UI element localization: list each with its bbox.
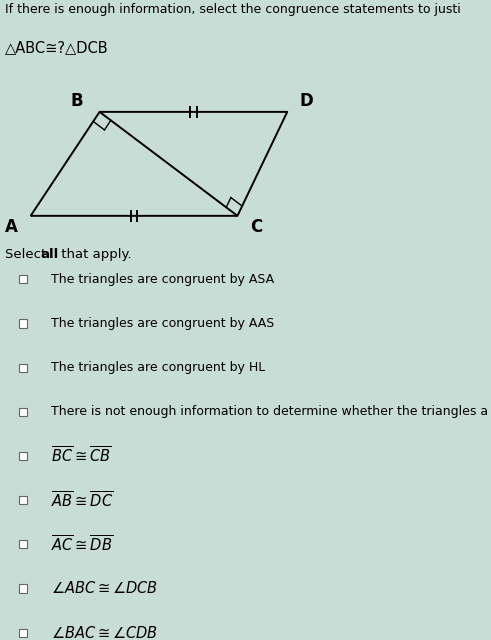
Text: A: A [5, 218, 18, 236]
Text: △ABC≅?△DCB: △ABC≅?△DCB [5, 40, 109, 56]
Text: D: D [300, 92, 313, 110]
FancyBboxPatch shape [19, 452, 27, 460]
FancyBboxPatch shape [19, 584, 27, 593]
Text: that apply.: that apply. [57, 248, 132, 261]
FancyBboxPatch shape [19, 364, 27, 372]
Text: $\overline{AB} \cong \overline{DC}$: $\overline{AB} \cong \overline{DC}$ [51, 490, 113, 510]
Text: B: B [70, 92, 83, 110]
Text: $\angle ABC \cong \angle DCB$: $\angle ABC \cong \angle DCB$ [51, 580, 158, 596]
Text: $\overline{AC} \cong \overline{DB}$: $\overline{AC} \cong \overline{DB}$ [51, 534, 113, 554]
Text: The triangles are congruent by HL: The triangles are congruent by HL [51, 361, 265, 374]
FancyBboxPatch shape [19, 319, 27, 328]
Text: The triangles are congruent by ASA: The triangles are congruent by ASA [51, 273, 274, 286]
Text: There is not enough information to determine whether the triangles a: There is not enough information to deter… [51, 405, 488, 419]
FancyBboxPatch shape [19, 496, 27, 504]
Text: If there is enough information, select the congruence statements to justi: If there is enough information, select t… [5, 3, 461, 16]
Text: C: C [250, 218, 263, 236]
Text: all: all [40, 248, 58, 261]
Text: $\angle BAC \cong \angle CDB$: $\angle BAC \cong \angle CDB$ [51, 625, 158, 640]
FancyBboxPatch shape [19, 275, 27, 284]
FancyBboxPatch shape [19, 408, 27, 416]
Text: The triangles are congruent by AAS: The triangles are congruent by AAS [51, 317, 274, 330]
FancyBboxPatch shape [19, 540, 27, 548]
Text: $\overline{BC} \cong \overline{CB}$: $\overline{BC} \cong \overline{CB}$ [51, 446, 111, 466]
FancyBboxPatch shape [19, 628, 27, 637]
Text: Select: Select [5, 248, 51, 261]
